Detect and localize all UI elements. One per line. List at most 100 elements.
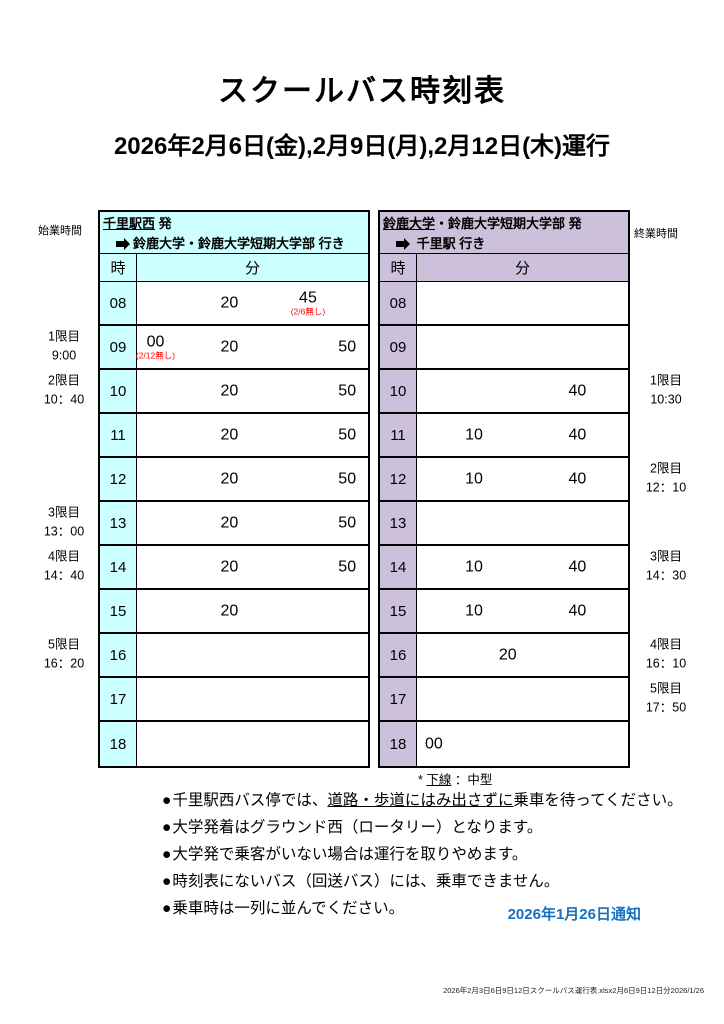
minute-value: 20	[220, 338, 239, 356]
minute-cell: 10 40	[417, 414, 628, 456]
session-label: 2限目 12：10	[628, 459, 704, 497]
hour-cell: 15	[380, 590, 417, 632]
origin-name: 千里駅西	[103, 216, 156, 231]
hour-cell: 08	[100, 282, 137, 324]
session-label: 3限目 13：00	[26, 503, 102, 541]
minute-value: 20	[220, 382, 239, 400]
destination-line: 鈴鹿大学・鈴鹿大学短期大学部 行き	[103, 234, 368, 254]
minute-entry: 50	[338, 383, 356, 400]
minute-entry: 20	[499, 647, 517, 664]
hour-cell: 14	[380, 546, 417, 588]
minute-cell: 20	[417, 634, 628, 676]
hour-column-header: 時	[380, 254, 417, 281]
note-lead: 乗車時は一列に並んでください。	[172, 900, 405, 917]
minute-cell: 10 40	[417, 458, 628, 500]
table-row: 17	[100, 678, 368, 722]
hour-cell: 14	[100, 546, 137, 588]
minute-cell: 20 50	[137, 370, 368, 412]
session-name: 2限目	[48, 373, 80, 388]
origin-rest: 発	[155, 216, 172, 231]
minute-column-header: 分	[244, 260, 260, 277]
table-row: 08	[380, 282, 628, 326]
hour-cell: 13	[380, 502, 417, 544]
start-time-gutter-label: 始業時間	[38, 225, 82, 237]
return-timetable: 鈴鹿大学・鈴鹿大学短期大学部 発 千里駅 行き時分 08 09 10 40 11 10 40 1…	[378, 210, 630, 768]
note-lead: 千里駅西バス停では、	[172, 792, 328, 809]
minute-value: 00	[424, 735, 443, 753]
origin-line: 鈴鹿大学・鈴鹿大学短期大学部 発	[383, 214, 628, 234]
minute-cell	[417, 678, 628, 720]
minute-value: 50	[338, 470, 357, 488]
notes-list: ●千里駅西バス停では、道路・歩道にはみ出さずに乗車を待ってください。 ●大学発着は…	[162, 787, 683, 922]
timetable-origin-header: 鈴鹿大学・鈴鹿大学短期大学部 発 千里駅 行き	[380, 212, 628, 254]
session-name: 3限目	[650, 549, 682, 564]
session-name: 5限目	[48, 637, 80, 652]
hour-cell: 12	[380, 458, 417, 500]
minute-cell: 20	[137, 590, 368, 632]
right-arrow-icon	[116, 237, 130, 250]
minute-entry: 50	[338, 471, 356, 488]
session-label: 5限目 16：20	[26, 635, 102, 673]
hour-cell: 17	[100, 678, 137, 720]
minute-cell	[137, 678, 368, 720]
table-row: 18	[100, 722, 368, 766]
session-time: 10:30	[650, 392, 682, 406]
minute-value: 40	[568, 382, 587, 400]
minute-value: 50	[338, 558, 357, 576]
bullet-icon: ●	[162, 873, 172, 890]
origin-rest: ・鈴鹿大学短期大学部 発	[435, 216, 582, 231]
page-subtitle: 2026年2月6日(金),2月9日(月),2月12日(木)運行	[113, 133, 611, 160]
minute-entry: 20	[220, 559, 238, 576]
session-name: 2限目	[650, 461, 682, 476]
minute-entry: 10	[465, 427, 483, 444]
minute-entry: 20	[220, 515, 238, 532]
table-row: 12 20 50	[100, 458, 368, 502]
session-name: 4限目	[48, 549, 80, 564]
minute-value: 10	[465, 470, 483, 488]
session-time: 16：20	[43, 656, 85, 670]
minute-cell	[137, 634, 368, 676]
minute-note: (2/12無し)	[135, 350, 176, 361]
page-title: スクールバス時刻表	[218, 75, 506, 108]
right-arrow-icon	[396, 237, 410, 250]
table-row: 18 00	[380, 722, 628, 766]
session-label: 5限目 17：50	[628, 679, 704, 717]
hour-cell: 10	[100, 370, 137, 412]
minute-cell: 20 50	[137, 546, 368, 588]
session-time: 9:00	[51, 348, 77, 362]
departure-timetable: 千里駅西 発鈴鹿大学・鈴鹿大学短期大学部 行き時分 08 20 45 (2/6無し) 09…	[98, 210, 370, 768]
table-row: 09 00 (2/12無し) 20 50	[100, 326, 368, 370]
legend-star: *	[418, 773, 423, 787]
session-label: 2限目 10：40	[26, 371, 102, 409]
minute-value: 20	[220, 514, 239, 532]
hour-cell: 18	[380, 722, 417, 766]
note-lead: 時刻表にないバス（回送バス）には、乗車できません。	[172, 873, 560, 890]
note-underline: 道路・歩道にはみ出さずに	[327, 792, 514, 809]
origin-name: 鈴鹿大学	[383, 216, 436, 231]
minute-cell: 20 50	[137, 502, 368, 544]
minute-cell	[417, 282, 628, 324]
table-row: 14 10 40	[380, 546, 628, 590]
note-item: ●千里駅西バス停では、道路・歩道にはみ出さずに乗車を待ってください。	[162, 787, 683, 814]
table-row: 17	[380, 678, 628, 722]
minute-cell: 20 50	[137, 458, 368, 500]
minute-value: 10	[465, 426, 483, 444]
minute-value: 50	[338, 338, 357, 356]
hour-cell: 16	[100, 634, 137, 676]
note-lead: 大学発着はグラウンド西（ロータリー）となります。	[172, 819, 543, 836]
minute-cell	[417, 326, 628, 368]
note-item: ●大学発着はグラウンド西（ロータリー）となります。	[162, 814, 683, 841]
minute-value: 10	[465, 602, 483, 620]
bullet-icon: ●	[162, 846, 172, 863]
legend-underlined-word: 下線	[426, 773, 452, 787]
minute-entry: 20	[220, 427, 238, 444]
table-row: 13	[380, 502, 628, 546]
session-label: 4限目 16：10	[628, 635, 704, 673]
notice-date: 2026年1月26日通知	[507, 906, 641, 923]
session-label: 4限目 14：40	[26, 547, 102, 585]
note-tail: 乗車を待ってください。	[513, 792, 683, 809]
session-time: 10：40	[43, 392, 85, 406]
hour-cell: 15	[100, 590, 137, 632]
minute-cell: 40	[417, 370, 628, 412]
